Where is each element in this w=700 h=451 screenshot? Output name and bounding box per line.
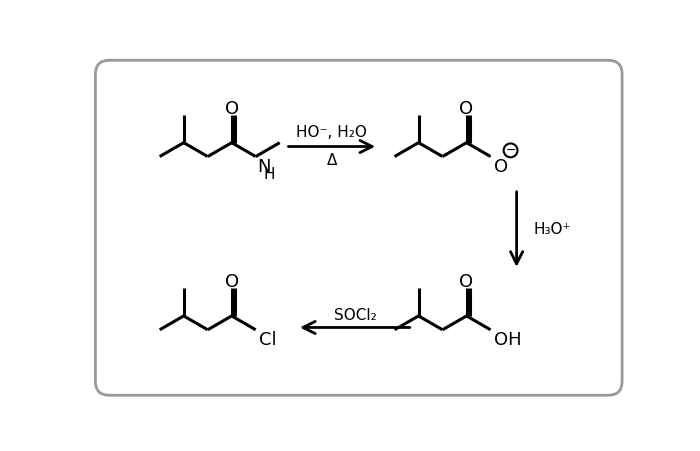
Text: SOCl₂: SOCl₂ [333, 308, 377, 322]
Text: N: N [257, 158, 271, 176]
Text: O: O [225, 100, 239, 118]
Text: −: − [505, 144, 516, 157]
Text: O: O [494, 158, 508, 176]
Text: O: O [459, 100, 474, 118]
Text: Δ: Δ [327, 153, 337, 168]
Text: H₃O⁺: H₃O⁺ [533, 222, 571, 237]
Text: HO⁻, H₂O: HO⁻, H₂O [296, 125, 368, 140]
Text: H: H [263, 167, 275, 182]
FancyBboxPatch shape [95, 60, 622, 395]
Text: O: O [459, 273, 474, 291]
Text: OH: OH [494, 331, 522, 350]
Text: Cl: Cl [259, 331, 276, 350]
Text: O: O [225, 273, 239, 291]
